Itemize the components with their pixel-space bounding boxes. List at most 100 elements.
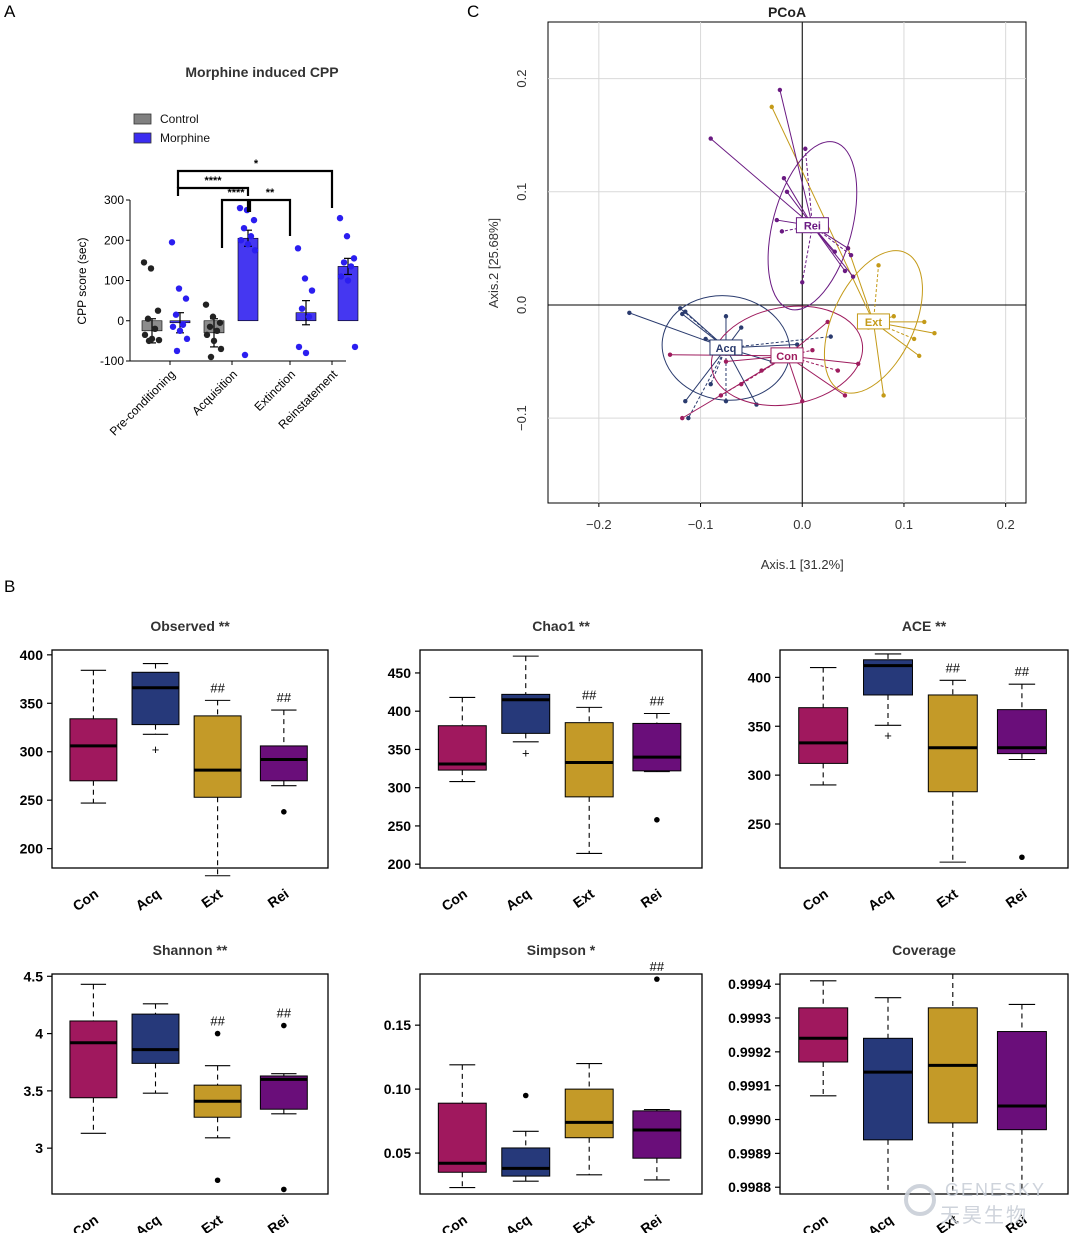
box-rei <box>259 1075 308 1110</box>
x-tick-label: Con <box>70 1211 101 1233</box>
group-label-rei: Rei <box>804 221 821 233</box>
spider-line-acq <box>684 347 727 402</box>
legend-label-control: Control <box>160 112 199 126</box>
spider-line-rei <box>812 225 854 277</box>
significance-marker: ## <box>210 1014 225 1029</box>
data-point <box>179 321 187 328</box>
data-point <box>213 327 221 335</box>
point-con <box>810 348 815 353</box>
box-acq <box>863 1037 913 1141</box>
point-con <box>800 398 805 404</box>
box-ext <box>193 715 242 798</box>
group-label-box-ext <box>856 313 890 330</box>
data-point <box>169 323 177 330</box>
panel-label-c: C <box>467 2 479 21</box>
data-point <box>207 353 215 361</box>
spider-line-rei <box>801 225 813 283</box>
data-point <box>155 336 163 344</box>
outlier-point <box>214 1030 221 1037</box>
y-axis-label: CPP score (sec) <box>75 237 89 324</box>
point-acq <box>723 314 729 319</box>
spider-line-rei <box>710 138 813 227</box>
point-ext <box>917 353 922 359</box>
data-point <box>295 343 303 351</box>
point-rei <box>842 268 848 274</box>
data-point <box>175 285 183 292</box>
point-acq <box>828 334 833 339</box>
outlier-point <box>281 1022 287 1029</box>
x-tick-label: Con <box>799 885 830 914</box>
significance-marker: ## <box>650 959 665 974</box>
point-con <box>855 361 861 366</box>
data-point <box>236 204 244 212</box>
point-rei <box>779 229 785 234</box>
y-tick-label: −0.1 <box>514 405 529 431</box>
box-con <box>437 1102 487 1173</box>
boxplot-title: Chao1 ** <box>532 618 590 634</box>
point-ext <box>881 393 886 398</box>
ellipse-con <box>710 305 864 407</box>
data-point <box>240 224 248 232</box>
spider-line-acq <box>687 347 727 419</box>
data-point <box>247 233 255 240</box>
x-tick-label: 0.0 <box>793 517 811 532</box>
boxplot-title: ACE ** <box>902 618 947 634</box>
data-point <box>305 313 313 320</box>
point-acq <box>794 342 800 347</box>
spider-line-con <box>786 355 838 372</box>
y-tick-label: 0.2 <box>514 70 529 88</box>
point-rei <box>800 280 805 285</box>
significance-marker: ## <box>277 690 292 705</box>
x-tick-label: Con <box>799 1211 830 1233</box>
x-tick-label: Acq <box>865 885 896 913</box>
x-tick-label: Rei <box>638 885 665 911</box>
y-tick-label: 0.0 <box>514 296 529 314</box>
x-tick-label: Rei <box>265 1211 292 1233</box>
boxplot-title: Coverage <box>892 942 956 958</box>
ellipse-rei <box>767 141 858 311</box>
point-rei <box>774 217 780 223</box>
point-rei <box>777 87 783 93</box>
point-ext <box>932 331 937 336</box>
significance-marker: ## <box>210 680 225 695</box>
box-ext <box>564 1088 614 1139</box>
y-tick-label: 400 <box>20 647 44 663</box>
legend-swatch-morphine <box>133 132 152 144</box>
point-acq <box>683 398 688 404</box>
data-point <box>241 351 249 359</box>
boxplot-title: Observed ** <box>150 618 230 634</box>
point-ext <box>876 263 881 268</box>
point-acq <box>627 310 632 316</box>
cpp-bar-chart: Morphine induced CPP Control Morphine -100 0… <box>75 64 359 438</box>
data-point <box>343 233 351 240</box>
ellipse-ext <box>823 250 923 394</box>
data-point <box>237 237 245 244</box>
group-label-con: Con <box>776 351 798 363</box>
spider-line-acq <box>725 347 757 405</box>
outlier-point <box>522 1092 529 1099</box>
spider-line-ext <box>872 321 885 396</box>
point-acq <box>680 311 685 317</box>
group-label-acq: Acq <box>716 343 737 355</box>
point-con <box>667 352 673 357</box>
box-rei <box>996 1031 1047 1131</box>
x-tick-label: Rei <box>1003 885 1030 911</box>
box-ext <box>564 722 614 798</box>
data-point <box>217 345 225 353</box>
data-point <box>308 287 316 294</box>
point-rei <box>781 175 787 181</box>
y-tick-label: 250 <box>388 818 412 834</box>
significance-marker: ## <box>650 693 665 708</box>
outlier-plus: + <box>522 745 530 760</box>
spider-line-rei <box>812 225 852 256</box>
y-tick-label: 250 <box>748 816 772 832</box>
box-acq <box>131 671 180 726</box>
x-tick-label: −0.2 <box>586 517 612 532</box>
y-tick-label: 4.5 <box>24 968 44 984</box>
y-tick-label: 0.9988 <box>728 1179 771 1195</box>
data-point <box>340 259 348 266</box>
point-rei <box>845 246 851 251</box>
boxplot-5: Simpson * 0.05 0.10 0.15 Con Acq Ext ## Rei <box>384 942 703 1233</box>
y-tick-label: 0.05 <box>384 1145 411 1161</box>
y-tick-label: 100 <box>104 274 124 288</box>
